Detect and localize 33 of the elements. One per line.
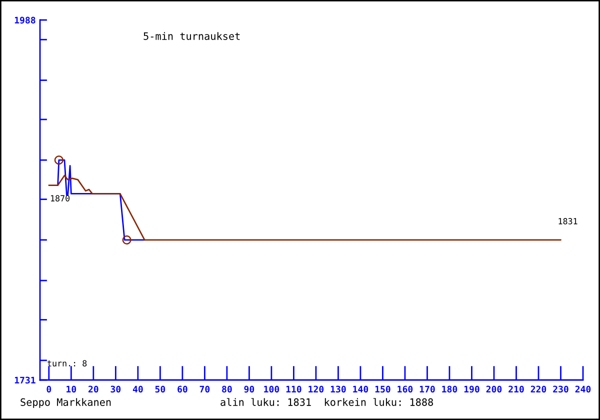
x-tick-label: 60 [178,386,188,393]
x-tick-label: 100 [264,386,280,393]
x-tick-label: 0 [46,386,52,393]
x-tick-label: 90 [244,386,254,393]
x-tick-label: 50 [155,386,166,393]
x-tick-label: 220 [530,386,546,393]
x-tick-label: 130 [330,386,346,393]
x-tick-label: 30 [110,386,121,393]
annotation: 1870 [51,195,70,202]
x-tick-label: 150 [375,386,390,393]
x-tick-label: 20 [88,386,98,393]
y-tick-label: 1731 [14,376,36,384]
text: 5-min turnaukset [144,32,240,40]
x-tick-label: 160 [398,386,413,393]
x-tick-label: 10 [66,386,76,393]
x-tick-label: 140 [353,386,368,393]
annotation: turn.: 8 [48,360,87,366]
x-tick-label: 80 [222,386,232,393]
y-tick-label: 1988 [14,16,36,24]
annotation: 1831 [558,218,578,224]
x-tick-label: 120 [308,386,324,393]
x-tick-label: 210 [508,386,524,393]
x-tick-label: 40 [132,386,143,393]
x-tick-label: 230 [553,386,568,393]
text: alin luku: 1831 korkein luku: 1888 [220,398,433,406]
x-tick-label: 110 [286,386,302,393]
x-tick-label: 180 [442,386,458,393]
x-tick-label: 70 [200,386,210,393]
x-tick-label: 200 [486,386,502,393]
x-tick-label: 170 [420,386,435,393]
text: Seppo Markkanen [20,398,111,408]
x-tick-label: 240 [575,386,591,393]
x-tick-label: 190 [464,386,480,393]
